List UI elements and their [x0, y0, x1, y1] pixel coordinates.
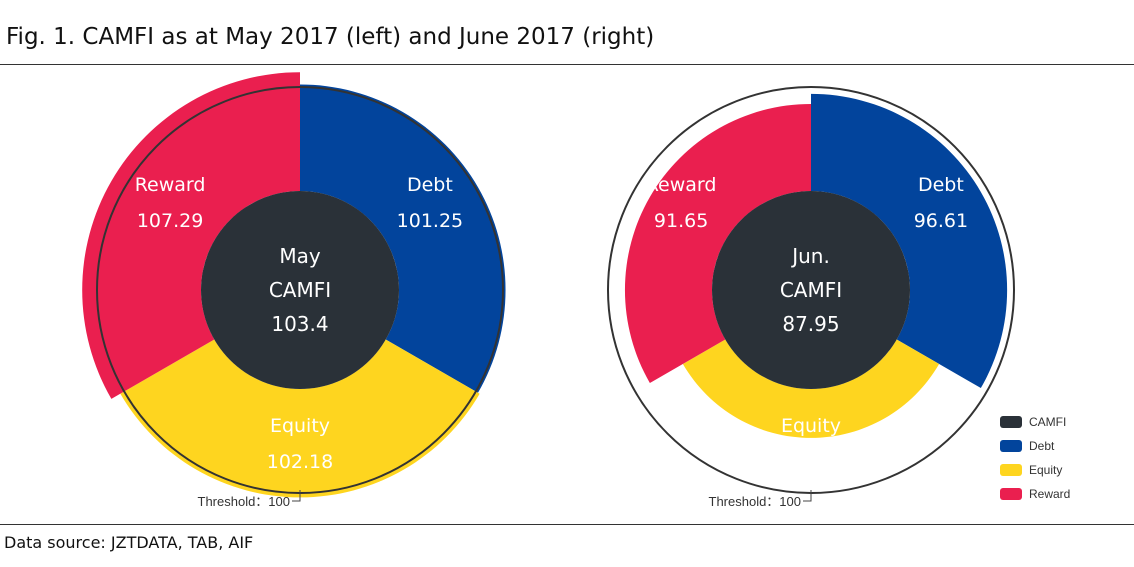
- sector-label-equity-1: Equity: [270, 415, 330, 437]
- legend-swatch: [1000, 464, 1022, 476]
- figure-title: Fig. 1. CAMFI as at May 2017 (left) and …: [6, 24, 655, 50]
- sector-label-reward-1: Reward: [135, 174, 206, 196]
- threshold-callout-2: [803, 490, 812, 502]
- threshold-label-1: Threshold：100: [198, 494, 291, 509]
- legend-swatch: [1000, 488, 1022, 500]
- legend-item-debt: Debt: [1000, 434, 1070, 458]
- sector-value-debt-2: 96.61: [914, 210, 968, 232]
- sector-value-equity-1: 102.18: [267, 451, 333, 473]
- sector-equity-1: [120, 339, 480, 498]
- center-disc-1: [201, 191, 399, 389]
- sector-label-debt-1: Debt: [407, 174, 453, 196]
- center-label-line-3-2: 87.95: [782, 312, 839, 336]
- sector-label-debt-2: Debt: [918, 174, 964, 196]
- center-label-line-1-2: Jun.: [790, 244, 830, 268]
- sector-debt-1: [300, 84, 506, 393]
- legend: CAMFI Debt Equity Reward: [1000, 410, 1070, 506]
- legend-label: Reward: [1029, 487, 1071, 501]
- bottom-rule: [0, 524, 1134, 525]
- legend-swatch: [1000, 440, 1022, 452]
- center-disc-2: [712, 191, 910, 389]
- sector-value-equity-2: 72.87: [784, 451, 838, 473]
- sector-reward-1: [82, 72, 300, 399]
- top-rule: [0, 64, 1134, 65]
- sector-debt-2: [811, 93, 1008, 389]
- center-label-line-2-2: CAMFI: [780, 278, 842, 302]
- sector-value-debt-1: 101.25: [397, 210, 463, 232]
- center-label-line-2-1: CAMFI: [269, 278, 331, 302]
- sector-equity-2: [682, 339, 940, 438]
- threshold-label-2: Threshold：100: [709, 494, 802, 509]
- legend-label: Debt: [1029, 439, 1055, 453]
- legend-label: CAMFI: [1029, 415, 1067, 429]
- sector-label-equity-2: Equity: [781, 415, 841, 437]
- legend-item-equity: Equity: [1000, 458, 1070, 482]
- legend-item-reward: Reward: [1000, 482, 1070, 506]
- sector-label-reward-2: Reward: [646, 174, 717, 196]
- sector-value-reward-2: 91.65: [654, 210, 708, 232]
- center-label-line-3-1: 103.4: [271, 312, 328, 336]
- legend-item-camfi: CAMFI: [1000, 410, 1070, 434]
- legend-label: Equity: [1029, 463, 1063, 477]
- legend-swatch: [1000, 416, 1022, 428]
- threshold-callout-1: [292, 490, 301, 502]
- sector-reward-2: [624, 103, 811, 384]
- center-label-line-1-1: May: [279, 244, 321, 268]
- sector-value-reward-1: 107.29: [137, 210, 203, 232]
- data-source: Data source: JZTDATA, TAB, AIF: [4, 533, 254, 552]
